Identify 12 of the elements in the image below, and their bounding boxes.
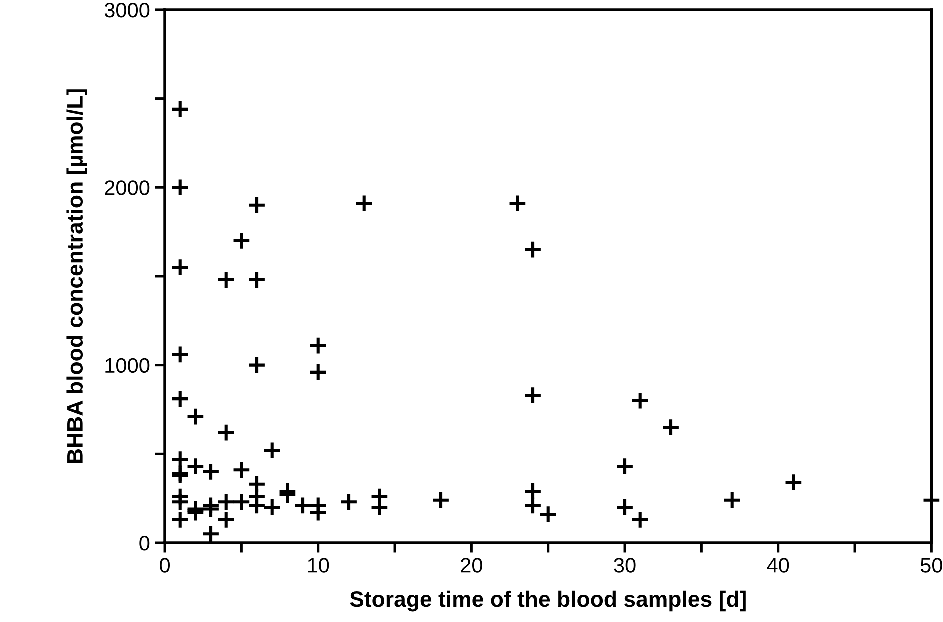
x-tick-label: 10 (308, 558, 330, 573)
y-tick-label: 0 (140, 536, 150, 551)
x-tick-label: 50 (920, 558, 942, 573)
x-tick-label: 30 (614, 558, 636, 573)
x-tick-label: 40 (767, 558, 790, 573)
y-tick-label: 1000 (106, 358, 150, 374)
x-tick-label: 0 (160, 558, 170, 573)
y-axis-title: BHBA blood concentration [µmol/L] (66, 90, 88, 464)
x-axis-title: Storage time of the blood samples [d] (350, 590, 746, 612)
x-tick-label: 20 (461, 558, 482, 573)
y-tick-label: 3000 (104, 2, 150, 18)
y-tick-label: 2000 (105, 180, 150, 196)
